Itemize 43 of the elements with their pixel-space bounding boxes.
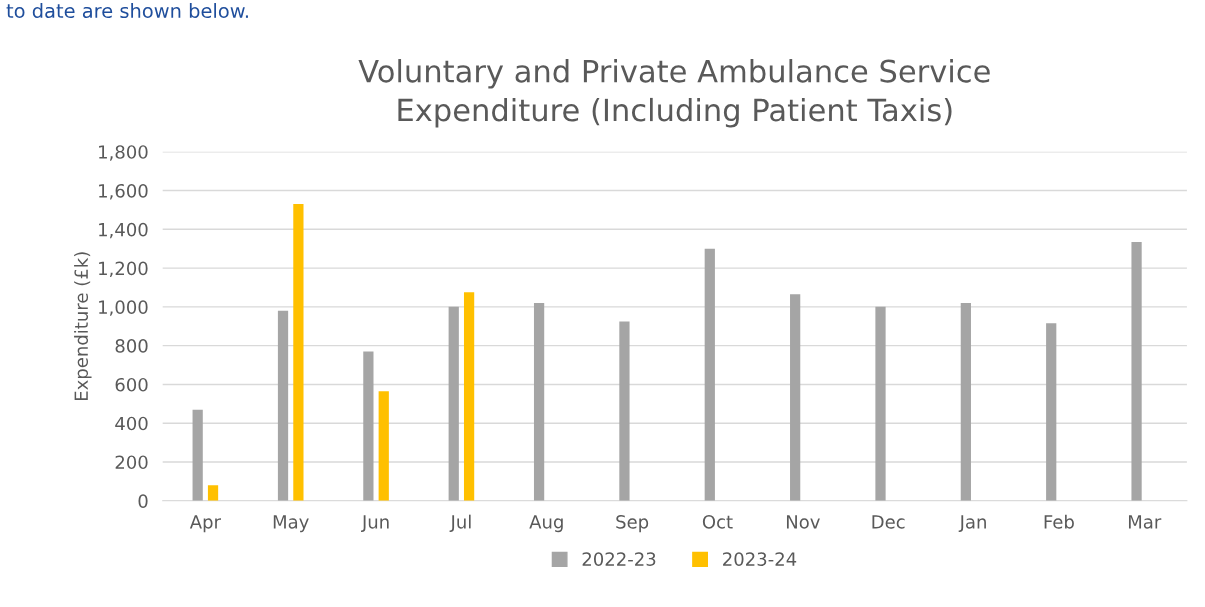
y-tick-label: 800	[115, 339, 148, 353]
x-tick-label: May	[273, 515, 309, 533]
y-tick-label: 1,600	[99, 183, 148, 200]
y-tick-label: 1,200	[99, 261, 148, 278]
y-tick-label: 1,400	[99, 222, 148, 239]
y-tick-label: 200	[115, 455, 148, 470]
bar	[448, 306, 459, 501]
bar	[293, 204, 304, 501]
bar	[207, 485, 219, 501]
bar	[192, 409, 203, 501]
bar	[619, 321, 630, 501]
bar	[790, 294, 801, 501]
legend-label: 2023-24	[723, 552, 797, 566]
x-tick-label: Feb	[1044, 514, 1074, 529]
y-tick-label: 1,800	[99, 145, 148, 161]
chart-title: Voluntary and Private Ambulance Service Expenditure (Including Patient Taxis)	[358, 59, 990, 128]
x-tick-label: Jan	[958, 515, 986, 532]
text: to date are shown below.	[6, 3, 248, 19]
bar	[378, 391, 389, 501]
y-tick-label: 600	[115, 377, 148, 392]
bar	[533, 302, 545, 501]
y-tick-label: 400	[115, 416, 148, 431]
x-tick-label: Jul	[449, 514, 471, 532]
x-tick-label: Apr	[189, 515, 221, 533]
bar	[363, 351, 374, 501]
bar	[960, 302, 971, 501]
legend-label: 2022-23	[582, 552, 656, 566]
x-tick-label: Nov	[786, 515, 820, 529]
x-tick-label: Dec	[872, 515, 905, 529]
bar	[1131, 241, 1142, 501]
bar	[277, 310, 289, 501]
x-tick-label: Oct	[702, 514, 733, 529]
x-tick-label: Mar	[1128, 515, 1162, 529]
x-tick-label: Jun	[361, 515, 389, 532]
x-tick-label: Sep	[616, 514, 649, 533]
y-axis-title: Expenditure (£k)	[74, 252, 92, 400]
bar	[704, 248, 715, 501]
x-tick-label: Aug	[529, 515, 563, 533]
y-tick-label: 1,000	[99, 300, 148, 316]
bar	[875, 306, 886, 501]
y-tick-label: 0	[138, 494, 148, 508]
bar	[463, 292, 475, 501]
bar	[1046, 323, 1057, 501]
